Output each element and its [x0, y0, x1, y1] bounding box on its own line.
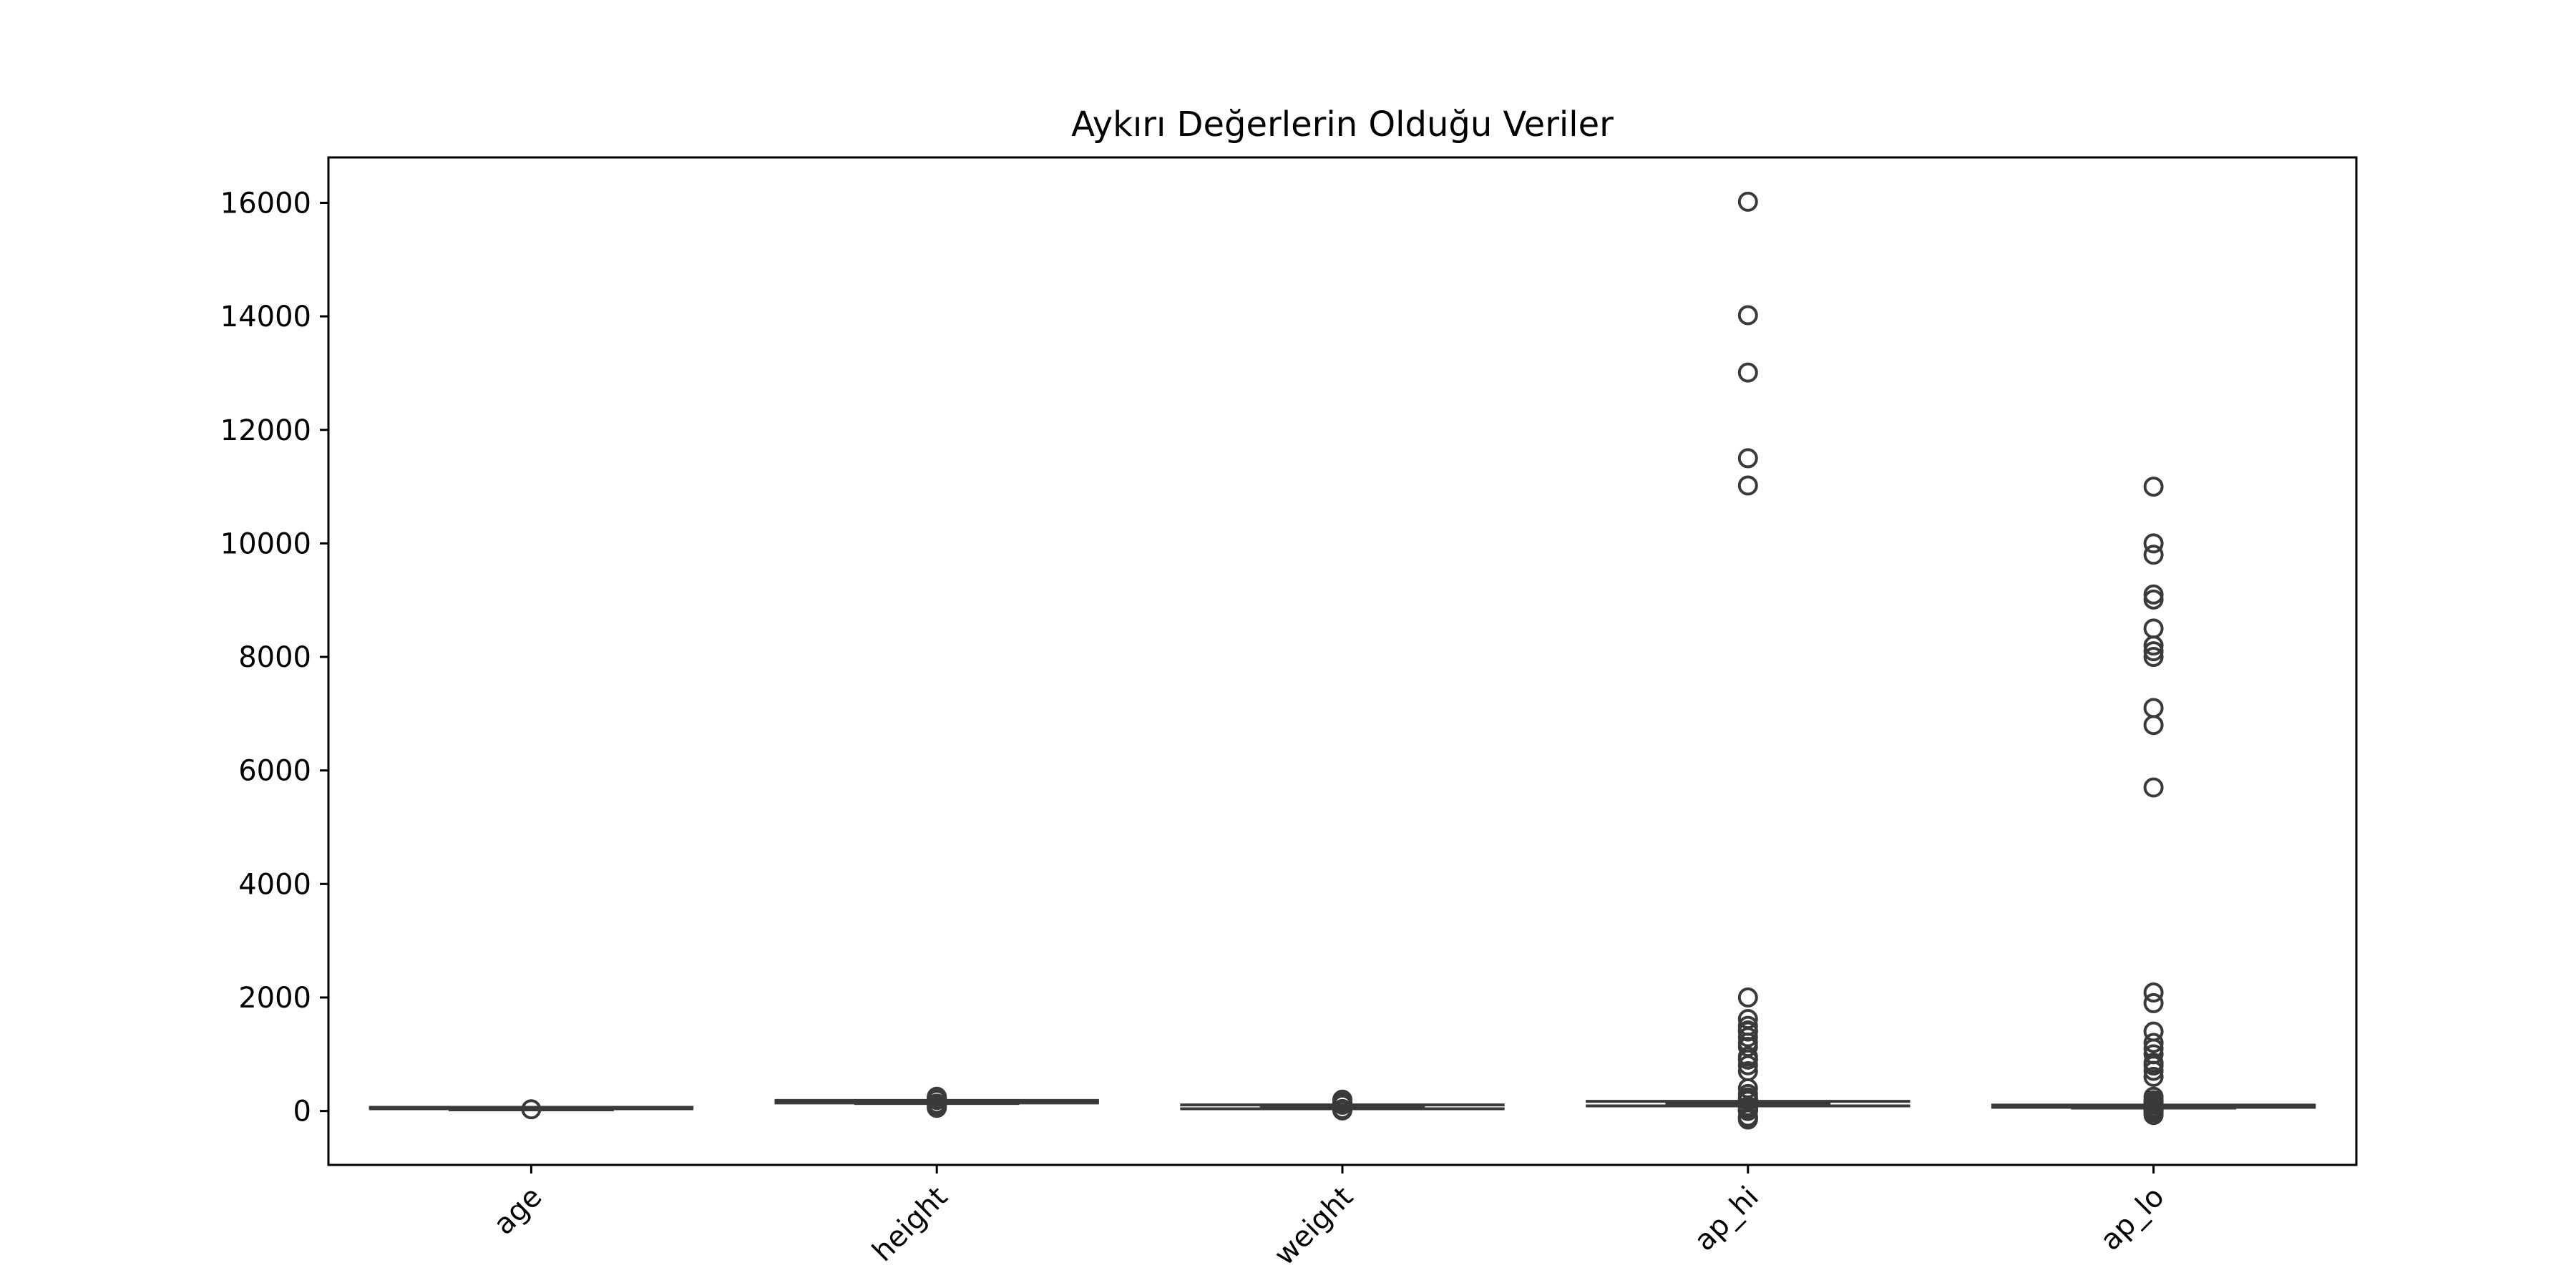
- outlier-point: [1737, 305, 1758, 326]
- outlier-point: [1737, 1046, 1758, 1067]
- box-group: [1180, 1089, 1505, 1121]
- outlier-point: [1737, 362, 1758, 383]
- outlier-point: [1737, 191, 1758, 212]
- x-axis: age height weight ap_hi ap_lo: [487, 1165, 2171, 1272]
- outlier-point: [1737, 1015, 1758, 1036]
- x-tick-label: height: [867, 1181, 955, 1269]
- outlier-point: [2143, 1066, 2164, 1087]
- x-tick-label: ap_hi: [1688, 1181, 1765, 1258]
- y-tick-label: 4000: [238, 868, 311, 901]
- x-tick-label: weight: [1268, 1181, 1360, 1272]
- y-tick-label: 10000: [220, 527, 311, 560]
- y-tick-label: 8000: [238, 641, 311, 674]
- outlier-point: [1737, 1009, 1758, 1030]
- outlier-point: [1737, 448, 1758, 469]
- outlier-point: [1737, 1083, 1758, 1104]
- outlier-point: [2143, 533, 2164, 554]
- outlier-point: [2143, 698, 2164, 718]
- box-group: [774, 1086, 1099, 1118]
- outlier-point: [2143, 1044, 2164, 1065]
- outlier-point: [521, 1099, 542, 1120]
- outlier-point: [2143, 618, 2164, 639]
- outlier-point: [1332, 1089, 1352, 1110]
- outlier-point: [2143, 545, 2164, 565]
- y-tick-label: 12000: [220, 414, 311, 447]
- outlier-point: [2143, 992, 2164, 1013]
- outlier-point: [2143, 584, 2164, 605]
- outlier-point: [2143, 1053, 2164, 1073]
- plot-frame: [327, 156, 2358, 1166]
- outlier-point: [2143, 477, 2164, 497]
- x-tick-label: age: [487, 1181, 548, 1241]
- outlier-point: [2143, 715, 2164, 736]
- outlier-point: [2143, 777, 2164, 798]
- outlier-point: [1737, 475, 1758, 496]
- outlier-point: [2143, 1086, 2164, 1107]
- y-tick-label: 2000: [238, 982, 311, 1015]
- box-group: [1586, 191, 1911, 1130]
- box-group: [1991, 477, 2316, 1126]
- outlier-point: [1737, 1061, 1758, 1082]
- y-tick-label: 16000: [220, 187, 311, 220]
- outlier-point: [2143, 641, 2164, 662]
- x-tick-label: ap_lo: [2094, 1181, 2171, 1257]
- y-tick-label: 0: [293, 1096, 311, 1128]
- outlier-point: [2143, 647, 2164, 668]
- outlier-point: [927, 1086, 947, 1107]
- outlier-point: [1737, 987, 1758, 1008]
- outlier-point: [2143, 982, 2164, 1003]
- chart-title: Aykırı Değerlerin Olduğu Veriler: [1071, 104, 1614, 145]
- y-tick-label: 6000: [238, 755, 311, 788]
- box-group: [369, 1099, 694, 1120]
- y-axis: 0 2000 4000 6000 8000 10000 12000 14000 16000: [220, 187, 328, 1128]
- outlier-point: [2143, 1021, 2164, 1042]
- plot-area: [369, 191, 2316, 1130]
- y-tick-label: 14000: [220, 301, 311, 333]
- outlier-point: [2143, 1033, 2164, 1053]
